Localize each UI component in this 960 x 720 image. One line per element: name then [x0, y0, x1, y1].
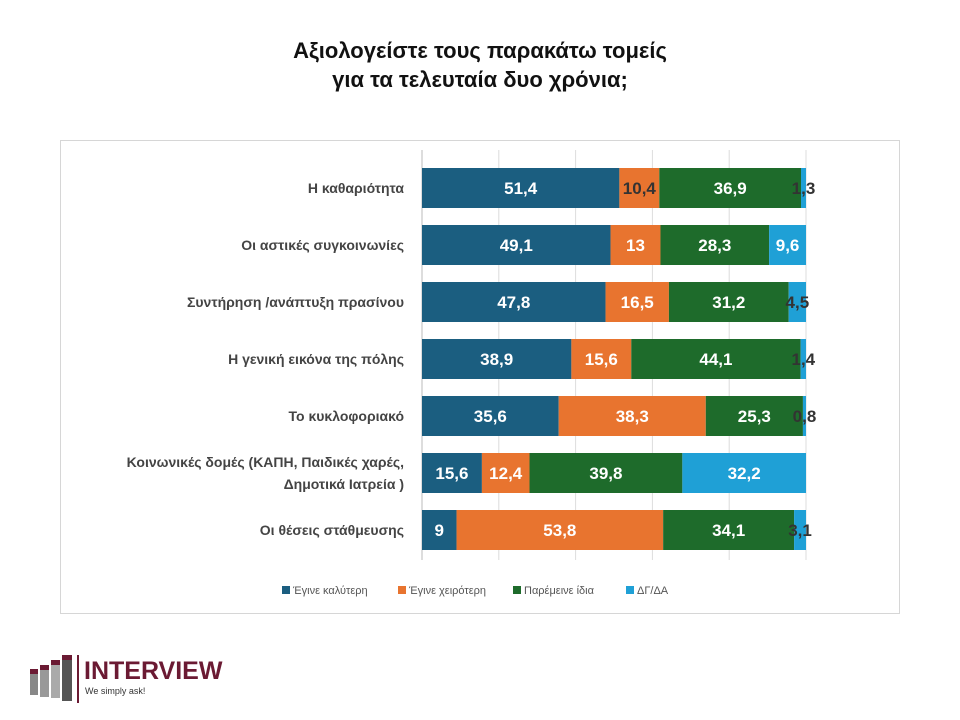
legend-swatch	[398, 586, 406, 594]
logo-name: INTERVIEW	[84, 657, 223, 685]
bar-segment	[788, 282, 806, 322]
logo-bars-icon	[30, 655, 72, 701]
bar-segment	[481, 453, 530, 493]
bar-segment	[529, 453, 683, 493]
bar-segment	[422, 225, 611, 265]
bar-segment	[422, 339, 572, 379]
bar-segment	[663, 510, 795, 550]
category-label: Η καθαριότητα	[308, 180, 404, 196]
data-label: 13	[626, 236, 645, 255]
data-label: 1,4	[791, 350, 815, 369]
data-label: 36,9	[714, 179, 747, 198]
bar-segment	[800, 339, 806, 379]
category-label: Η γενική εικόνα της πόλης	[228, 351, 404, 367]
bar-segment	[571, 339, 632, 379]
category-label: Δημοτικά Ιατρεία )	[284, 476, 404, 492]
bar-segment	[769, 225, 806, 265]
category-label: Οι αστικές συγκοινωνίες	[241, 237, 404, 253]
data-label: 34,1	[712, 521, 745, 540]
data-label: 47,8	[497, 293, 530, 312]
bar-segment	[619, 168, 660, 208]
data-label: 38,3	[616, 407, 649, 426]
bar-segment	[422, 168, 620, 208]
data-label: 51,4	[504, 179, 538, 198]
category-label: Συντήρηση /ανάπτυξη πρασίνου	[187, 294, 404, 310]
bar-segment	[422, 453, 482, 493]
bar-segment	[668, 282, 789, 322]
data-label: 4,5	[786, 293, 810, 312]
data-label: 39,8	[589, 464, 622, 483]
interview-logo: INTERVIEW We simply ask!	[28, 655, 258, 705]
chart-title: Αξιολογείστε τους παρακάτω τομείς για τα…	[0, 36, 960, 94]
bar-segment	[682, 453, 806, 493]
legend-swatch	[513, 586, 521, 594]
data-label: 12,4	[489, 464, 523, 483]
chart-frame	[60, 140, 900, 614]
bar-segment	[802, 396, 806, 436]
data-label: 15,6	[435, 464, 468, 483]
category-label: Οι θέσεις στάθμευσης	[260, 522, 404, 538]
bar-segment	[605, 282, 669, 322]
title-line-1: Αξιολογείστε τους παρακάτω τομείς	[293, 38, 667, 63]
data-label: 31,2	[712, 293, 745, 312]
data-label: 32,2	[728, 464, 761, 483]
legend-label: Παρέμεινε ίδια	[524, 585, 595, 597]
bar-segment	[422, 396, 559, 436]
bar-segment	[631, 339, 801, 379]
bar-segment	[422, 510, 457, 550]
bar-segment	[794, 510, 806, 550]
legend-swatch	[626, 586, 634, 594]
data-label: 49,1	[500, 236, 533, 255]
data-label: 15,6	[585, 350, 618, 369]
data-label: 3,1	[788, 521, 812, 540]
category-label: Κοινωνικές δομές (ΚΑΠΗ, Παιδικές χαρές,	[127, 454, 404, 470]
bar-segment	[660, 225, 770, 265]
data-label: 9,6	[776, 236, 800, 255]
data-label: 38,9	[480, 350, 513, 369]
data-label: 0,8	[793, 407, 817, 426]
data-label: 16,5	[621, 293, 654, 312]
data-label: 44,1	[699, 350, 732, 369]
bar-segment	[456, 510, 664, 550]
data-label: 10,4	[623, 179, 657, 198]
data-label: 35,6	[474, 407, 507, 426]
data-label: 9	[435, 521, 444, 540]
logo-tagline: We simply ask!	[85, 686, 146, 696]
legend-swatch	[282, 586, 290, 594]
title-line-2: για τα τελευταία δυο χρόνια;	[332, 67, 628, 92]
bar-segment	[422, 282, 606, 322]
legend-label: Έγινε χειρότερη	[408, 585, 486, 597]
data-label: 25,3	[738, 407, 771, 426]
legend-label: ΔΓ/ΔΑ	[637, 585, 669, 597]
bar-segment	[659, 168, 802, 208]
category-label: Το κυκλοφοριακό	[289, 408, 405, 424]
bar-segment	[705, 396, 803, 436]
data-label: 28,3	[698, 236, 731, 255]
data-label: 53,8	[543, 521, 576, 540]
legend-label: Έγινε καλύτερη	[292, 585, 368, 597]
bar-segment	[801, 168, 806, 208]
bar-segment	[610, 225, 661, 265]
bar-segment	[558, 396, 706, 436]
data-label: 1,3	[792, 179, 816, 198]
